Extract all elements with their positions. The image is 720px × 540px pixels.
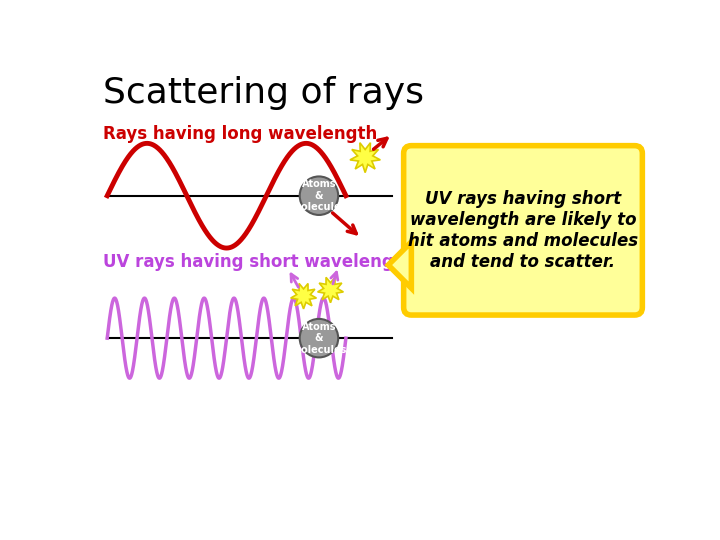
Circle shape <box>300 319 338 357</box>
Text: Scattering of rays: Scattering of rays <box>104 76 424 110</box>
Polygon shape <box>350 143 380 173</box>
Polygon shape <box>291 284 317 309</box>
Circle shape <box>300 177 338 215</box>
Text: UV rays having short
wavelength are likely to
hit atoms and molecules
and tend t: UV rays having short wavelength are like… <box>408 190 638 271</box>
FancyBboxPatch shape <box>404 146 642 315</box>
Text: Atoms
&
molecules: Atoms & molecules <box>292 321 346 355</box>
Text: Atoms
&
molecules: Atoms & molecules <box>292 179 346 212</box>
Text: UV rays having short wavelength: UV rays having short wavelength <box>104 253 414 272</box>
Polygon shape <box>388 242 411 288</box>
Text: Rays having long wavelength: Rays having long wavelength <box>104 125 377 143</box>
Polygon shape <box>318 278 343 303</box>
